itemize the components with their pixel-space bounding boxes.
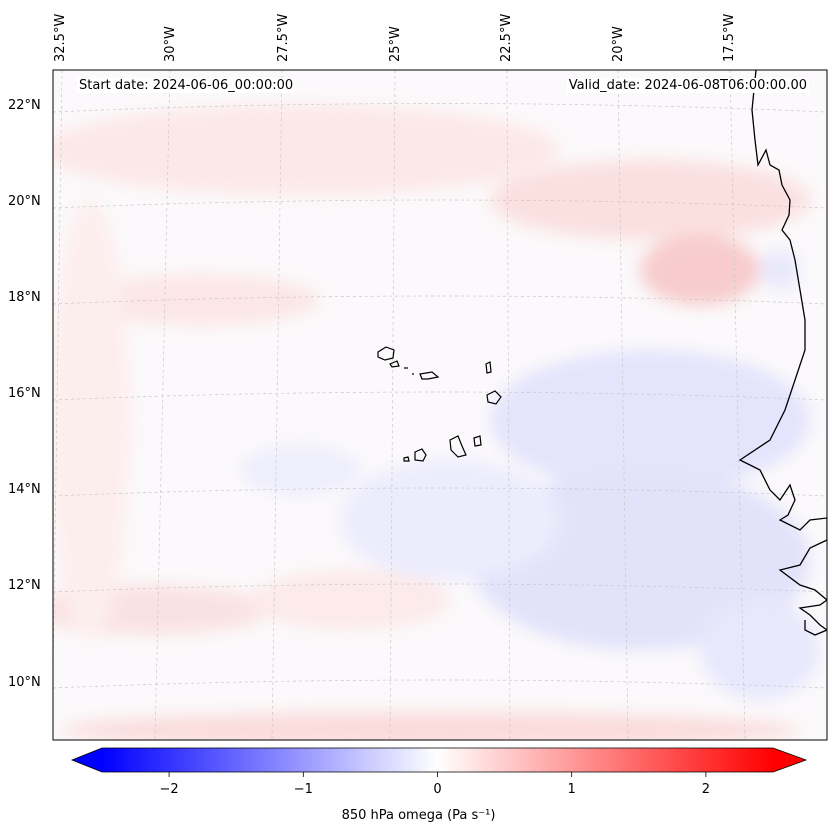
omega-field <box>53 70 827 740</box>
valid-date-label: Valid_date: 2024-06-08T06:00:00.00 <box>566 78 809 93</box>
lat-label-14n: 14°N <box>8 482 41 497</box>
lat-label-16n: 16°N <box>8 386 41 401</box>
lon-label-27.5w: 27.5°W <box>276 13 291 62</box>
colorbar-extend-min <box>72 748 102 772</box>
colorbar-outline <box>70 747 808 773</box>
colorbar-tick-label: 2 <box>701 782 711 797</box>
colorbar-extend-max <box>773 748 806 772</box>
map-frame <box>52 69 828 741</box>
lon-label-30w: 30°W <box>163 26 178 62</box>
colorbar-tick-label: −2 <box>159 782 179 797</box>
lon-label-17.5w: 17.5°W <box>722 13 737 62</box>
cape-verde-islands <box>377 346 502 462</box>
lat-label-20n: 20°N <box>8 194 41 209</box>
colorbar-tick-label: −1 <box>293 782 313 797</box>
coastline-africa <box>738 70 827 636</box>
colorbar-tick-label: 0 <box>433 782 442 797</box>
colorbar-body <box>102 748 773 772</box>
lat-label-18n: 18°N <box>8 290 41 305</box>
lon-label-20w: 20°W <box>611 26 626 62</box>
lat-label-22n: 22°N <box>8 98 41 113</box>
graticule <box>53 70 827 740</box>
lon-label-25w: 25°W <box>388 26 403 62</box>
colorbar <box>70 747 808 777</box>
lon-label-32.5w: 32.5°W <box>53 13 68 62</box>
lon-label-22.5w: 22.5°W <box>499 13 514 62</box>
colorbar-tick-label: 1 <box>567 782 576 797</box>
colorbar-label: 850 hPa omega (Pa s⁻¹) <box>341 808 496 823</box>
start-date-label: Start date: 2024-06-06_00:00:00 <box>77 78 296 93</box>
lat-label-12n: 12°N <box>8 578 41 593</box>
lat-label-10n: 10°N <box>8 675 41 690</box>
